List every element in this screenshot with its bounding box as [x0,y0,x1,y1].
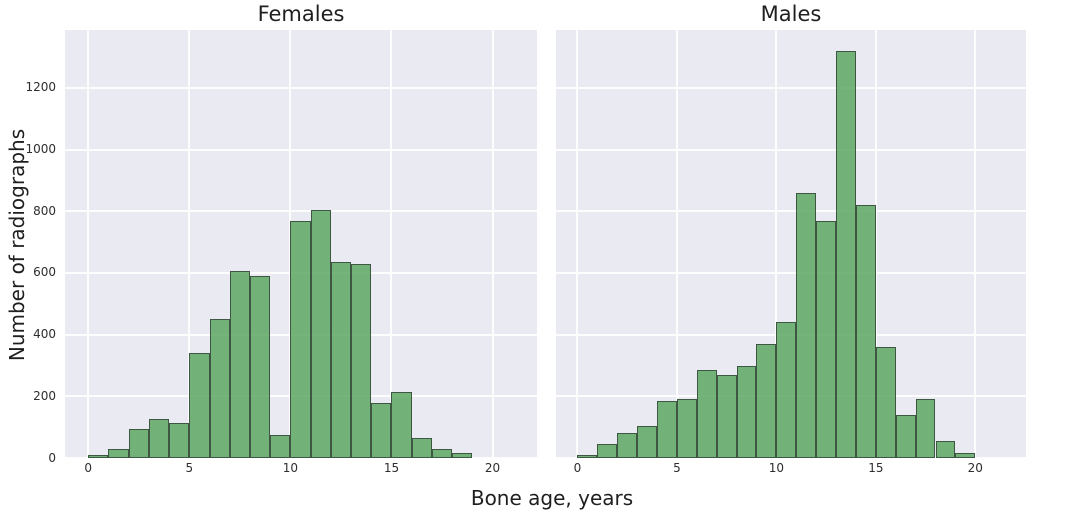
histogram-bar [637,425,658,458]
plot-area-males [556,30,1026,459]
gridline-vertical [87,30,90,458]
histogram-bar [955,453,976,458]
histogram-bar [577,454,598,458]
histogram-bar [351,263,372,458]
gridline-horizontal [65,86,537,89]
y-tick-label: 0 [48,450,56,465]
histogram-bar [229,271,250,458]
gridline-horizontal [65,457,537,459]
histogram-bar [776,322,797,458]
histogram-bar [617,433,638,458]
histogram-bar [875,347,896,458]
histogram-bar [88,454,109,458]
histogram-bar [209,319,230,458]
x-tick-label: 5 [673,461,681,475]
gridline-horizontal [65,210,537,213]
histogram-bar [128,428,149,458]
gridline-horizontal [556,148,1026,151]
x-tick-label: 20 [484,461,501,475]
histogram-bar [855,205,876,458]
histogram-bar [169,422,190,458]
histogram-bar [189,353,210,458]
histogram-bar [796,192,817,458]
x-tick-label: 20 [967,461,983,475]
gridline-vertical [675,30,678,458]
gridline-vertical [874,30,877,458]
gridline-horizontal [556,86,1026,89]
histogram-bar [756,343,777,458]
histogram-bar [290,220,311,458]
y-tick-label: 600 [33,265,56,280]
histogram-bar [431,449,453,458]
histogram-bar [935,441,956,458]
gridline-vertical [576,30,579,458]
histogram-bar [736,365,757,458]
x-tick-label: 5 [185,461,194,475]
histogram-bar [895,414,916,458]
y-tick-label: 1200 [25,80,56,95]
histogram-bar [816,220,837,458]
gridline-horizontal [556,272,1026,274]
histogram-bar [249,276,271,458]
x-tick-label: 0 [573,461,582,475]
plot-area-females [65,30,537,459]
gridline-vertical [775,30,778,458]
gridline-vertical [188,30,191,458]
gridline-vertical [491,30,494,458]
y-tick-label: 400 [33,327,56,342]
histogram-bar [330,262,352,458]
x-tick-label: 15 [383,461,400,475]
histogram-bar [452,453,473,458]
gridline-horizontal [556,210,1026,213]
x-tick-label: 15 [868,461,884,475]
panel-title-males: Males [760,2,822,26]
histogram-bar [391,391,412,458]
histogram-bar [836,50,856,458]
y-tick-label: 800 [33,203,56,218]
histogram-bar [108,448,129,458]
histogram-bar [597,444,618,458]
histogram-bar [411,437,432,458]
y-tick-label: 1000 [25,142,56,157]
gridline-vertical [390,30,393,458]
y-tick-label: 200 [33,388,56,403]
histogram-bar [696,370,717,458]
x-tick-label: 10 [282,461,299,475]
histogram-bar [915,399,936,458]
panel-title-females: Females [257,2,345,26]
histogram-bar [148,419,170,458]
gridline-horizontal [65,148,537,151]
histogram-bar [676,399,697,458]
gridline-horizontal [556,457,1026,459]
x-axis-label: Bone age, years [470,486,634,510]
histogram-bar [270,434,291,458]
histogram-bar [310,209,331,458]
histogram-bar [657,400,677,458]
x-tick-label: 0 [84,461,93,475]
histogram-bar [371,402,392,458]
histogram-bar [716,374,737,458]
gridline-vertical [974,30,977,458]
x-tick-label: 10 [768,461,785,475]
